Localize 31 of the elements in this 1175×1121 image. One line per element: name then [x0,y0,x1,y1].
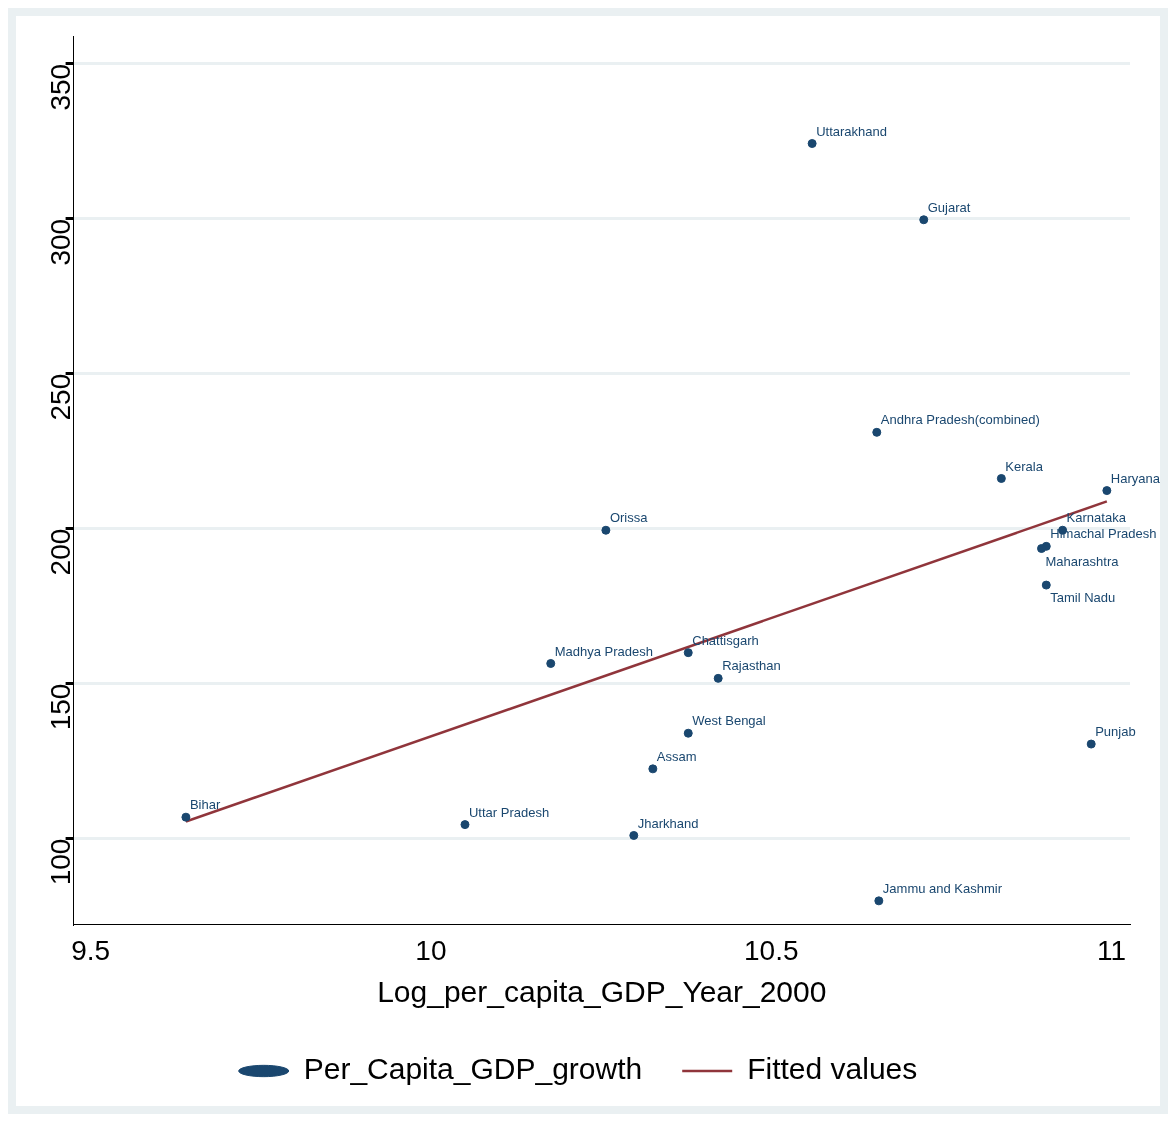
y-tick-label: 100 [45,838,77,886]
annotation: Karnataka [1066,510,1127,526]
annotation: Uttarakhand [816,123,887,139]
y-tick-label: 150 [45,683,77,731]
x-tick-label: 11 [1097,934,1127,966]
annotation: Assam [656,748,697,764]
annotation: Tamil Nadu [1050,590,1116,606]
annotation: Bihar [189,797,221,813]
annotation: Jammu and Kashmir [882,880,1003,896]
x-tick-label: 10 [415,934,447,966]
x-tick-label: 10.5 [744,934,799,966]
y-tick-label: 250 [45,373,77,421]
annotation: Orissa [609,510,649,526]
x-axis-title: Log_per_capita_GDP_Year_2000 [377,975,827,1009]
annotation: Gujarat [927,199,971,215]
y-tick-label: 350 [45,63,77,111]
annotation: Jharkhand [637,815,699,831]
annotation: West Bengal [692,713,766,729]
annotation: Rajasthan [722,658,781,674]
y-tick-label: 200 [45,528,77,576]
x-tick-label: 9.5 [71,934,111,966]
annotation: Haryana [1110,470,1161,486]
annotation: Kerala [1005,458,1044,474]
legend-label: Per_Capita_GDP_growth [303,1052,643,1086]
annotation: Andhra Pradesh(combined) [880,412,1040,428]
legend-label: Fitted values [747,1052,918,1086]
annotation: Uttar Pradesh [468,804,550,820]
annotation: Maharashtra [1045,553,1120,569]
annotation: Punjab [1095,724,1136,740]
annotation: Madhya Pradesh [554,643,654,659]
y-tick-label: 300 [45,218,77,266]
